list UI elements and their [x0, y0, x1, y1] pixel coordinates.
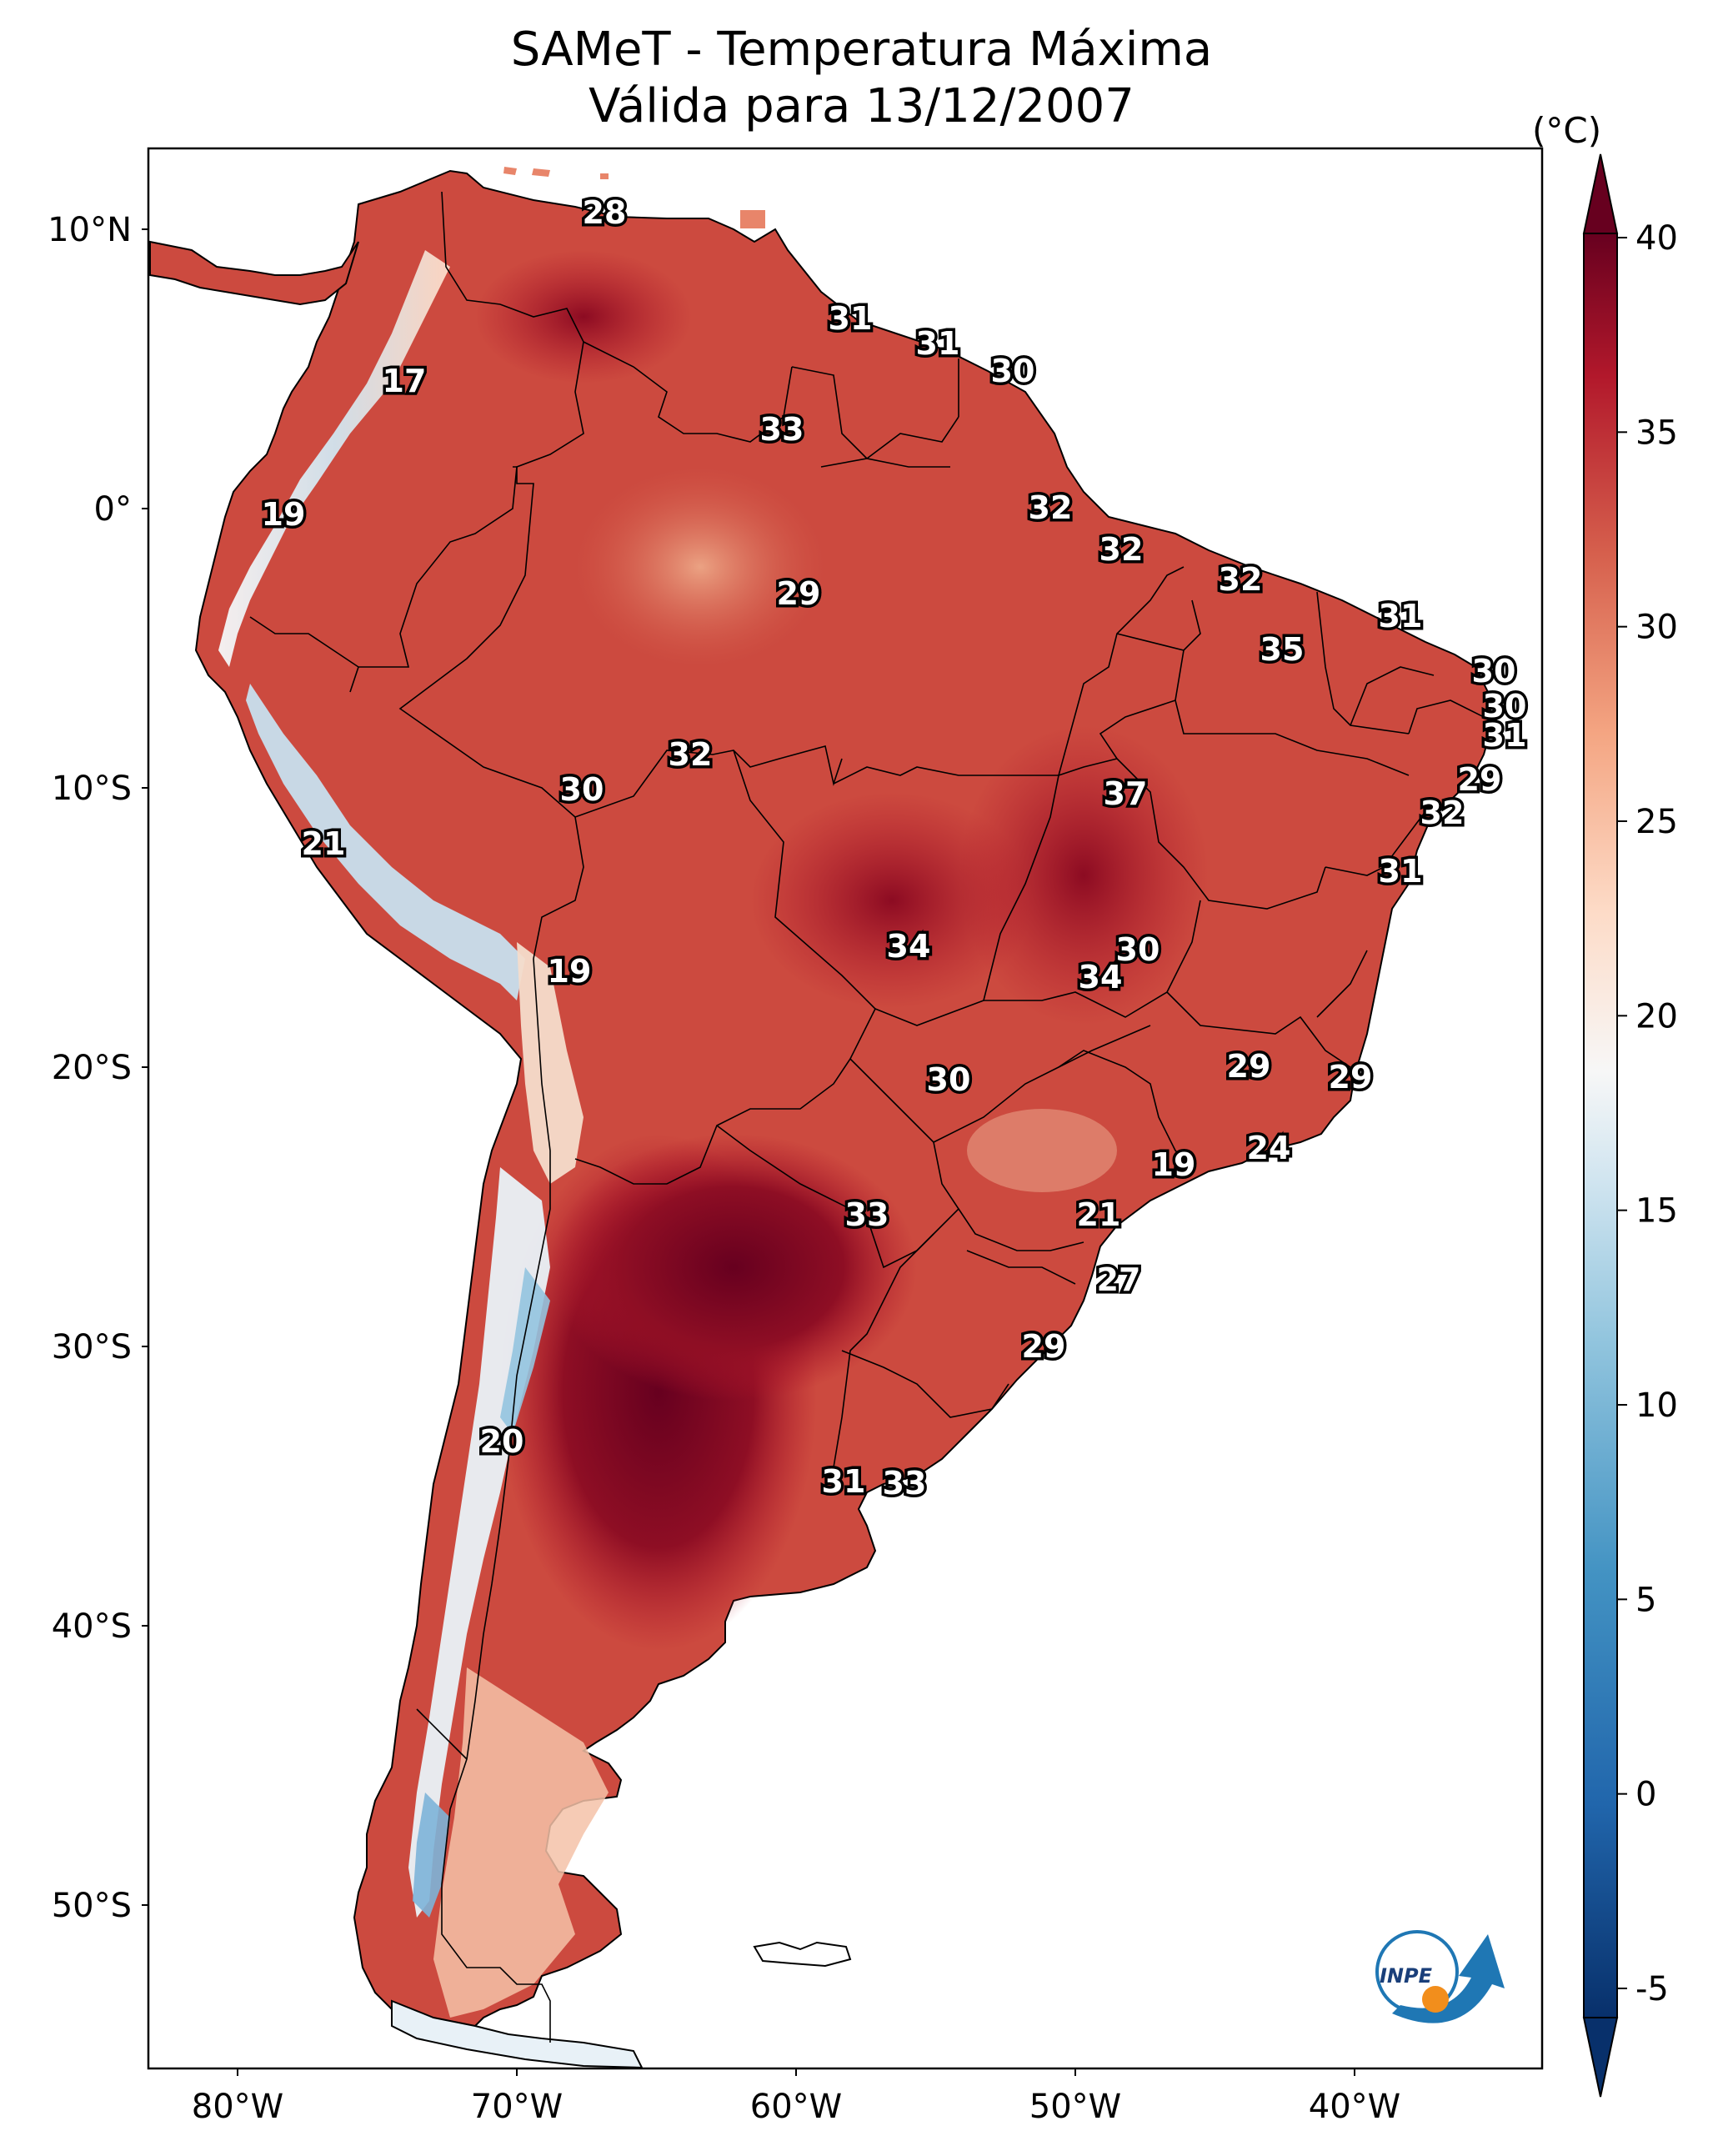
station-label: 32: [1420, 795, 1465, 831]
lat-tick-label: 10°S: [52, 770, 132, 808]
station-label: 32: [1029, 489, 1073, 526]
station-label: 31: [1379, 853, 1423, 890]
logo-sun-icon: [1422, 1986, 1449, 2013]
colorbar-tick-label: 0: [1635, 1776, 1656, 1814]
station-label: 34: [1079, 959, 1123, 995]
station-label: 29: [777, 575, 821, 612]
station-label: 34: [887, 928, 931, 965]
colorbar-tick-label: 15: [1635, 1192, 1678, 1231]
lon-tick-label: 70°W: [471, 2088, 563, 2126]
colorbar: 40 35 30 25 20 15 10 5 0 -5: [1582, 153, 1678, 2098]
station-label: 21: [302, 825, 346, 862]
station-label: 33: [760, 411, 804, 448]
station-label: 37: [1104, 775, 1148, 812]
lat-tick-label: 10°N: [48, 211, 132, 249]
inpe-logo: INPE: [1375, 1930, 1505, 2023]
station-label: 31: [822, 1463, 866, 1500]
station-label: 30: [1483, 688, 1527, 725]
station-label: 35: [1260, 631, 1305, 668]
station-label: 32: [1219, 561, 1263, 598]
lon-tick-label: 50°W: [1029, 2088, 1121, 2126]
lat-tick-label: 20°S: [52, 1049, 132, 1087]
station-label: 30: [927, 1061, 971, 1098]
station-label: 29: [1458, 761, 1502, 798]
lat-axis: 10°N 0° 10°S 20°S 30°S 40°S 50°S: [48, 211, 148, 1925]
station-label: 30: [560, 771, 604, 808]
station-label: 29: [1227, 1048, 1271, 1085]
station-label: 30: [991, 353, 1035, 389]
station-label: 31: [916, 325, 960, 362]
colorbar-tick-label: 35: [1635, 414, 1678, 452]
colorbar-tick-label: 5: [1635, 1581, 1656, 1619]
colorbar-tick-label: 10: [1635, 1386, 1678, 1425]
station-labels: 28 17 19 31 31 30 33 32 32 32 29 31 35 3…: [258, 192, 1530, 1505]
colorbar-tick-label: 20: [1635, 997, 1678, 1035]
station-label: 20: [480, 1423, 524, 1460]
station-label: 24: [1247, 1130, 1291, 1166]
station-label: 30: [1472, 653, 1516, 689]
logo-arrow-icon: [1392, 1934, 1505, 2023]
colorbar-tick-label: -5: [1635, 1970, 1669, 2008]
station-label: 29: [1022, 1328, 1066, 1365]
station-label: 31: [829, 300, 873, 337]
station-label: 29: [1329, 1059, 1373, 1096]
station-label: 32: [669, 736, 713, 773]
station-label: 28: [583, 194, 627, 231]
station-label: 31: [1379, 598, 1423, 634]
colorbar-upper-extend: [1582, 153, 1619, 234]
trinidad-island: [740, 210, 765, 228]
map-title-line1: SAMeT - Temperatura Máxima: [510, 23, 1213, 77]
station-label: 31: [1483, 717, 1527, 754]
lat-tick-label: 50°S: [52, 1887, 132, 1925]
lon-tick-label: 80°W: [192, 2088, 283, 2126]
station-label: 27: [1097, 1261, 1141, 1298]
lat-tick-label: 0°: [94, 490, 132, 529]
lon-tick-label: 60°W: [750, 2088, 842, 2126]
map-title-line2: Válida para 13/12/2007: [589, 79, 1134, 133]
lon-tick-label: 40°W: [1309, 2088, 1400, 2126]
station-label: 32: [1099, 531, 1144, 568]
station-label: 19: [262, 496, 306, 533]
station-label: 19: [1152, 1146, 1196, 1183]
station-label: 30: [1116, 931, 1160, 968]
station-label: 33: [845, 1196, 889, 1233]
station-label: 19: [548, 953, 592, 990]
colorbar-tick-label: 40: [1635, 219, 1678, 258]
station-label: 33: [883, 1465, 927, 1502]
station-label: 21: [1077, 1196, 1121, 1233]
colorbar-tick-label: 25: [1635, 803, 1678, 841]
station-label: 17: [383, 363, 427, 399]
south-america-landmass: [149, 167, 1494, 2069]
colorbar-unit-label: (°C): [1532, 110, 1602, 151]
lat-tick-label: 30°S: [52, 1328, 132, 1366]
lat-tick-label: 40°S: [52, 1607, 132, 1646]
colorbar-lower-extend: [1582, 2017, 1619, 2098]
lon-axis: 80°W 70°W 60°W 50°W 40°W: [192, 2068, 1400, 2126]
colorbar-tick-label: 30: [1635, 609, 1678, 647]
svg-text:INPE: INPE: [1380, 1964, 1433, 1988]
